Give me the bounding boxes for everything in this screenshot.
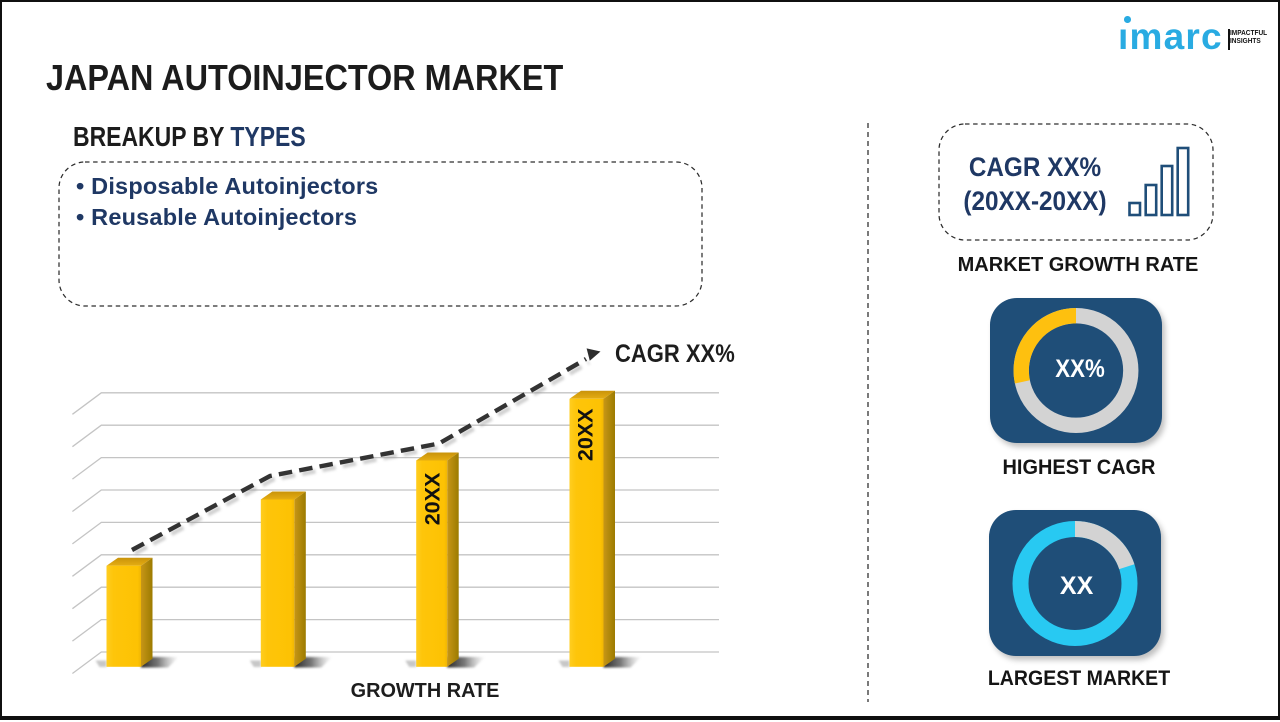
svg-text:XX%: XX%: [1055, 355, 1105, 383]
svg-text:XX: XX: [1060, 572, 1094, 600]
svg-text:20XX: 20XX: [421, 472, 445, 525]
svg-text:20XX: 20XX: [574, 408, 598, 461]
